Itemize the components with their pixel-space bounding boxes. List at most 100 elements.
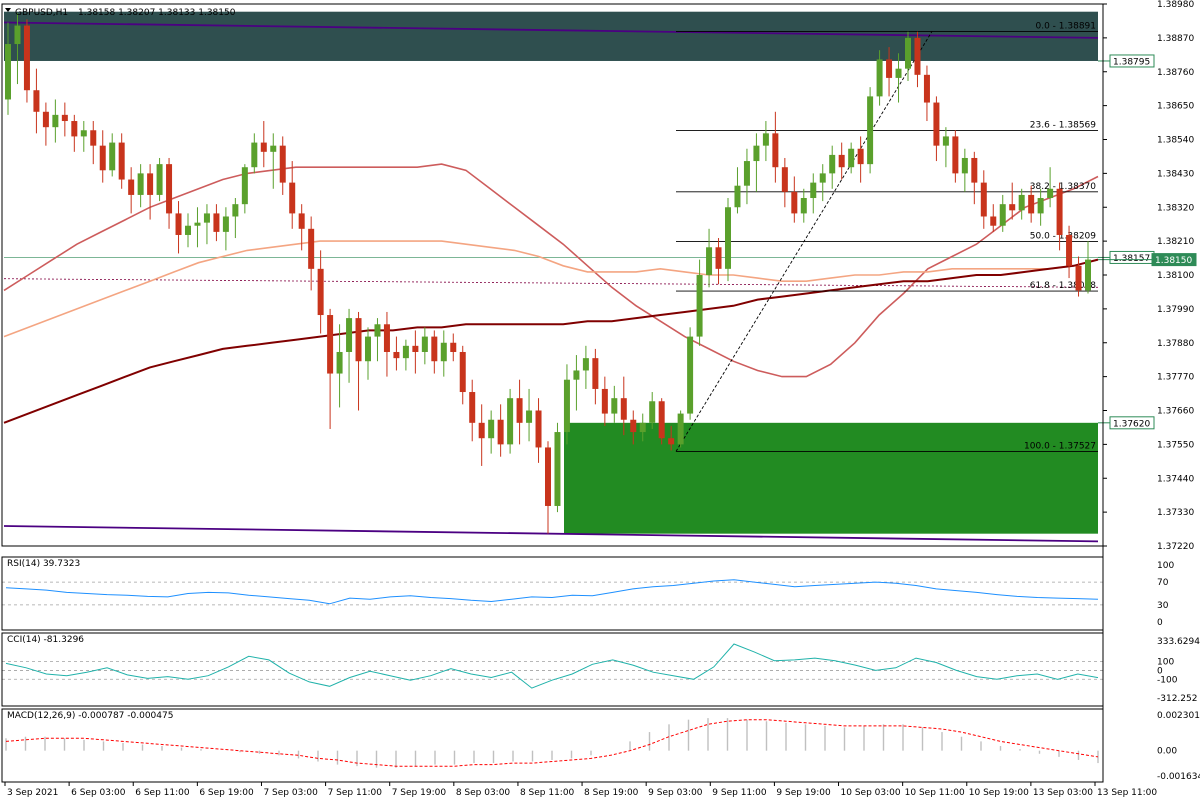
chevron-down-icon[interactable] — [5, 8, 11, 12]
bear-candle — [71, 121, 78, 137]
bull-candle — [365, 336, 371, 362]
bear-candle — [99, 145, 106, 171]
bear-candle — [772, 133, 779, 168]
bull-candle — [876, 59, 883, 97]
macd-tick-label: 0.002301 — [1157, 711, 1200, 721]
channel-layer — [3, 21, 1099, 543]
bull-candle — [336, 351, 343, 374]
moving-average-layer — [3, 163, 1099, 424]
price-tick-label: 1.37660 — [1157, 407, 1194, 417]
bear-candle — [1066, 234, 1073, 266]
bear-candle — [33, 90, 40, 112]
price-tick-label: 1.38980 — [1157, 0, 1194, 10]
bull-candle — [942, 136, 949, 146]
rsi-title: RSI(14) 39.7323 — [7, 559, 80, 569]
price-label: 1.37620 — [1098, 416, 1155, 430]
bear-candle — [213, 213, 220, 232]
bear-candle — [1028, 194, 1035, 214]
bear-candle — [298, 213, 305, 229]
time-tick-label: 8 Sep 03:00 — [456, 788, 511, 798]
bear-candle — [838, 154, 845, 168]
bear-candle — [857, 148, 864, 165]
demand-zone — [564, 422, 1098, 534]
bull-candle — [829, 154, 836, 174]
moving-average-ma_mid — [3, 240, 1099, 338]
bear-candle — [175, 213, 182, 235]
indicator-tick-label: 30 — [1157, 601, 1169, 611]
bear-candle — [279, 145, 286, 183]
bear-candle — [42, 111, 49, 128]
bull-candle — [203, 213, 210, 223]
bear-candle — [516, 398, 523, 423]
bull-candle — [677, 413, 684, 445]
bear-candle — [289, 182, 296, 214]
moving-average-ma_slow — [3, 258, 1099, 424]
time-tick-label: 10 Sep 11:00 — [905, 788, 965, 798]
macd-axis: 0.002301 0.00 -0.001634 — [1157, 711, 1200, 782]
indicator-tick-label: -100 — [1157, 675, 1178, 685]
bull-candle — [222, 216, 229, 232]
bull-candle — [488, 419, 495, 439]
bull-candle — [848, 148, 855, 168]
bull-candle — [563, 379, 570, 433]
bull-candle — [156, 164, 163, 195]
price-tick-label: 1.38870 — [1157, 34, 1194, 44]
price-label-layer: 1.38795 1.38157 1.38150 1.37620 — [1098, 54, 1197, 430]
bear-candle — [90, 130, 97, 146]
price-tick-label: 1.37440 — [1157, 474, 1194, 484]
bear-candle — [886, 59, 893, 78]
bear-candle — [147, 173, 154, 195]
bear-candle — [308, 228, 315, 269]
fib-level-label: 100.0 - 1.37527 — [1024, 441, 1096, 451]
fibonacci-layer: 0.0 - 1.38891 23.6 - 1.38569 38.2 - 1.3837… — [675, 21, 1098, 452]
bear-candle — [630, 419, 637, 433]
macd-tick-label: -0.001634 — [1157, 772, 1200, 782]
symbol-label: GBPUSD,H1 — [15, 8, 68, 18]
time-tick-label: 9 Sep 19:00 — [776, 788, 831, 798]
bear-candle — [128, 179, 135, 195]
bull-candle — [526, 410, 533, 423]
price-tick-label: 1.38760 — [1157, 68, 1194, 78]
price-tick-label: 1.37770 — [1157, 373, 1194, 383]
rsi-panel — [2, 579, 1103, 606]
macd-panel — [5, 718, 1099, 768]
cci-title: CCI(14) -81.3296 — [7, 635, 84, 645]
bear-candle — [658, 401, 665, 439]
indicator-tick-label: -312.252 — [1157, 694, 1197, 704]
chart-header: GBPUSD,H1 1.38158 1.38207 1.38133 1.3815… — [5, 8, 236, 18]
price-label-text: 1.37620 — [1113, 419, 1150, 429]
indicator-tick-label: 333.6294 — [1157, 637, 1200, 647]
channel-top-line — [3, 21, 1099, 39]
bull-candle — [185, 225, 191, 235]
bear-candle — [61, 114, 68, 122]
time-tick-label: 10 Sep 03:00 — [841, 788, 901, 798]
bull-candle — [895, 68, 902, 78]
price-tick-label: 1.37990 — [1157, 305, 1194, 315]
bull-candle — [800, 198, 807, 214]
bull-candle — [194, 222, 201, 226]
bull-candle — [346, 318, 353, 352]
bull-candle — [753, 145, 760, 162]
indicator-tick-label: 100 — [1157, 658, 1174, 668]
bear-candle — [923, 74, 930, 103]
bear-candle — [478, 422, 485, 439]
time-tick-label: 6 Sep 03:00 — [71, 788, 126, 798]
bull-candle — [961, 157, 968, 174]
bear-candle — [668, 438, 675, 445]
time-tick-label: 10 Sep 19:00 — [969, 788, 1029, 798]
time-tick-label: 13 Sep 11:00 — [1097, 788, 1157, 798]
bear-candle — [469, 392, 476, 423]
channel-bottom-line — [3, 525, 1099, 543]
time-tick-label: 8 Sep 11:00 — [520, 788, 575, 798]
bull-candle — [687, 336, 694, 414]
bull-candle — [639, 422, 646, 433]
bull-candle — [743, 161, 750, 186]
time-tick-label: 7 Sep 11:00 — [328, 788, 383, 798]
bear-candle — [601, 388, 608, 414]
fib-level-label: 61.8 - 1.38048 — [1030, 281, 1096, 291]
price-label-text: 1.38795 — [1113, 57, 1150, 67]
bear-candle — [166, 164, 173, 214]
bull-candle — [14, 25, 21, 45]
bull-candle — [819, 173, 826, 183]
